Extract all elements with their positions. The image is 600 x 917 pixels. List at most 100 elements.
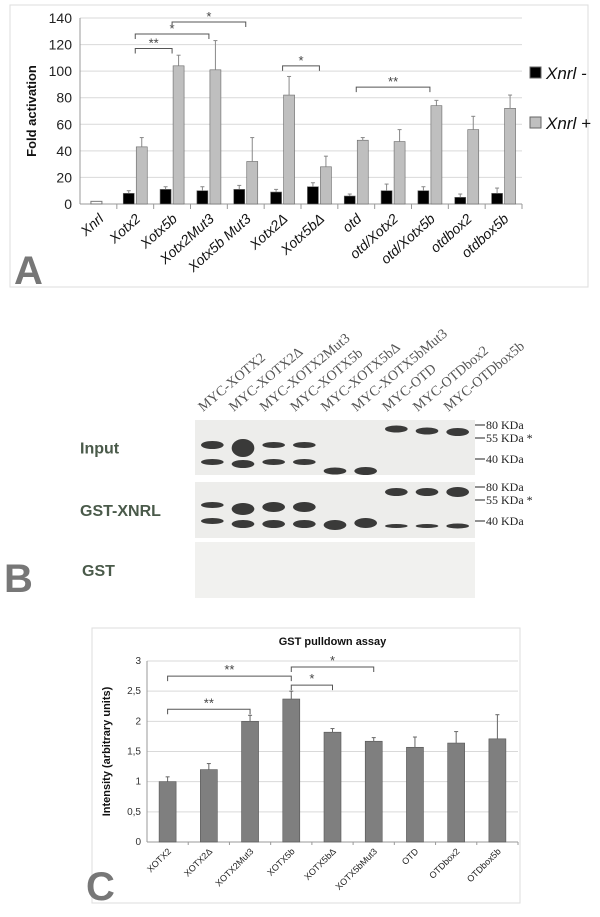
protein-band [446, 487, 469, 497]
bar [406, 746, 424, 843]
protein-band [262, 459, 285, 465]
protein-band [293, 520, 316, 528]
chart-title: GST pulldown assay [279, 636, 387, 648]
bar-xnrl-plus [393, 141, 406, 205]
bar-xnrl-plus [172, 65, 185, 205]
blot-row-label: GST [82, 563, 115, 580]
protein-band [262, 520, 285, 528]
bar-xnrl-minus [122, 193, 135, 205]
significance-bracket [134, 48, 173, 54]
x-category-label: XOTX2Mut3 [213, 846, 255, 888]
x-category-label: XOTX2Δ [182, 846, 214, 878]
bar-xnrl-plus [320, 166, 332, 205]
bar-xnrl-minus [159, 189, 172, 205]
protein-band [231, 439, 255, 457]
panel-a-frame [9, 4, 589, 288]
x-category-label: otd [339, 210, 365, 236]
y-tick-label: 3 [135, 656, 141, 667]
bar [488, 738, 507, 843]
bar [364, 740, 383, 843]
y-tick-label: 2,5 [127, 686, 141, 697]
bar-xnrl-minus [380, 190, 393, 205]
x-category-label: OTDbox5b [465, 846, 503, 884]
y-tick-label: 20 [56, 169, 72, 185]
significance-bracket [171, 21, 247, 27]
panel-c-frame [91, 627, 521, 904]
protein-band [293, 442, 316, 448]
y-axis-label: Fold activation [24, 65, 39, 157]
x-category-label: XOTX2 [145, 846, 173, 874]
panel-b-letter: B [4, 557, 33, 601]
protein-band [415, 524, 439, 528]
significance-label: * [298, 53, 303, 68]
legend-swatch [529, 66, 542, 79]
y-axis-label: Intensity (arbitrary units) [101, 686, 113, 816]
significance-bracket [355, 86, 431, 93]
legend-label: Xnrl + [545, 114, 591, 133]
bar-xnrl-minus [233, 189, 246, 205]
bar-xnrl-minus [417, 190, 430, 205]
significance-bracket [290, 684, 333, 691]
significance-label: ** [388, 74, 398, 89]
significance-label: ** [204, 695, 214, 710]
protein-band [201, 441, 224, 449]
protein-band [446, 523, 469, 529]
molecular-weight-marker: 80 KDa [486, 480, 524, 494]
molecular-weight-marker: 55 KDa * [486, 431, 533, 445]
significance-bracket [167, 708, 251, 715]
x-category-label: Xnrl [76, 210, 107, 240]
bar-xnrl-plus [356, 139, 369, 205]
protein-band [385, 524, 408, 528]
y-tick-label: 140 [49, 10, 73, 26]
molecular-weight-marker: 80 KDa [486, 418, 524, 432]
y-tick-label: 80 [56, 90, 72, 106]
blot-row-label: GST-XNRL [80, 503, 161, 520]
y-tick-label: 100 [49, 63, 73, 79]
bar-xnrl-minus [343, 195, 356, 205]
significance-label: ** [224, 662, 234, 677]
x-category-label: OTDbox2 [427, 846, 461, 880]
blot-membrane [195, 542, 475, 598]
y-tick-label: 40 [56, 143, 72, 159]
x-category-label: XOTX5bΔ [302, 846, 338, 882]
bar-xnrl-plus [430, 105, 443, 205]
protein-band [231, 460, 255, 468]
y-tick-label: 120 [49, 37, 73, 53]
blot-row-label: Input [80, 441, 120, 458]
bar-control-xnrl [90, 200, 103, 205]
legend-label: Xnrl - [545, 64, 587, 83]
significance-bracket [167, 675, 292, 682]
bar-xnrl-minus [196, 190, 209, 205]
y-tick-label: 0 [135, 837, 141, 848]
protein-band [262, 442, 285, 448]
protein-band [201, 518, 224, 524]
bar-xnrl-minus [307, 186, 319, 205]
significance-bracket [134, 33, 210, 39]
protein-band [201, 502, 224, 508]
significance-label: * [206, 9, 211, 24]
x-category-label: XOTX5bMut3 [334, 846, 380, 892]
bar-xnrl-plus [246, 161, 259, 205]
panel-c-letter: C [86, 865, 115, 909]
significance-label: * [309, 671, 314, 686]
protein-band [201, 459, 224, 465]
protein-band [415, 488, 439, 496]
molecular-weight-marker: 40 KDa [486, 514, 524, 528]
y-tick-label: 0 [64, 196, 72, 212]
bar-xnrl-plus [135, 146, 148, 205]
panel-b-western-blot: MYC-XOTX2MYC-XOTX2ΔMYC-XOTX2Mut3MYC-XOTX… [80, 327, 533, 598]
significance-bracket [282, 65, 320, 71]
bar-xnrl-plus [504, 108, 516, 205]
bar-xnrl-minus [491, 193, 503, 205]
molecular-weight-marker: 40 KDa [486, 452, 524, 466]
bar-xnrl-plus [467, 129, 480, 205]
bar-xnrl-minus [454, 197, 467, 205]
legend-swatch [529, 116, 542, 129]
bar [323, 731, 342, 843]
panel-a-letter: A [14, 249, 43, 293]
protein-band [354, 467, 377, 475]
bar [241, 721, 259, 843]
protein-band [354, 518, 377, 528]
